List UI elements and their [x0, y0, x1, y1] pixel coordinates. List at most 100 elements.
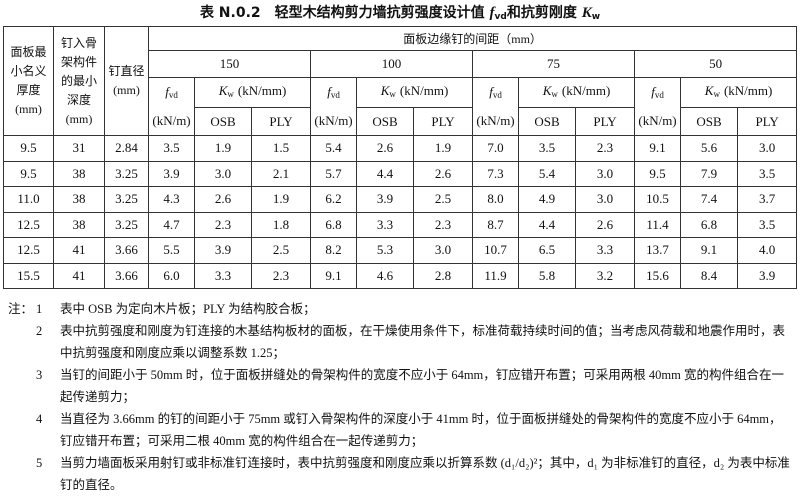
data-cell: 6.0: [148, 262, 195, 289]
note: 3 当钉的间距小于 50mm 时，位于面板拼缝处的骨架构件的宽度不应小于 64mm…: [8, 364, 794, 408]
data-cell: 6.8: [310, 211, 357, 238]
data-cell: 1.9: [194, 135, 252, 162]
data-cell: 5.6: [680, 135, 738, 162]
spacer: [8, 452, 36, 496]
data-cell: 9.5: [634, 160, 681, 187]
data-cell: 4.9: [518, 186, 576, 213]
header-cell: OSB: [356, 107, 414, 136]
data-cell: 5.4: [518, 160, 576, 187]
data-cell: 3.5: [518, 135, 576, 162]
note-number: 3: [36, 368, 43, 382]
symbol: K: [704, 83, 714, 98]
data-cell: 4.4: [518, 211, 576, 238]
data-cell: 2.6: [356, 135, 414, 162]
header-cell: fvd (kN/m): [310, 77, 357, 136]
data-cell: 3.9: [194, 237, 252, 264]
data-cell: 3.25: [104, 160, 149, 187]
data-cell: 11.0: [3, 186, 54, 213]
data-row: 15.5 41 3.66 6.0 3.3 2.3 9.1 4.6 2.8 11.9 5.8 3.2 15…: [3, 262, 798, 289]
data-cell: 4.6: [356, 262, 414, 289]
data-cell: 2.6: [575, 211, 635, 238]
data-cell: 3.2: [575, 262, 635, 289]
data-cell: 38: [53, 186, 105, 213]
data-cell: 6.8: [680, 211, 738, 238]
symbol: K: [542, 83, 552, 98]
header-row: fvd (kN/m) Kw (kN/mm) fvd (kN/m) Kw (kN/mm) fvd(…: [4, 77, 798, 136]
symbol: f: [489, 84, 493, 99]
data-cell: 8.7: [472, 211, 519, 238]
data-cell: 3.25: [104, 211, 149, 238]
subscript: vd: [330, 90, 340, 100]
symbol-label: Kw: [218, 83, 234, 99]
symbol-label: fvd: [473, 84, 518, 103]
title-prefix: 表 N.0.2: [199, 5, 261, 21]
header-text: 钉直径(mm): [108, 64, 145, 97]
symbol: K: [218, 83, 228, 98]
spacing-header: 50: [633, 50, 798, 78]
header-text: 钉入骨架构件的最小深度(mm): [60, 35, 97, 126]
data-cell: 5.4: [310, 135, 357, 162]
data-cell: 41: [53, 262, 105, 289]
unit: (kN/mm): [399, 83, 449, 98]
data-cell: 1.8: [251, 211, 311, 238]
symbol-label: Kw: [542, 83, 558, 99]
data-cell: 2.1: [251, 160, 311, 187]
data-cell: 3.5: [736, 211, 798, 238]
header-cell: 面板边缘钉的间距（mm）: [147, 26, 798, 51]
data-cell: 12.5: [3, 237, 54, 264]
symbol: f: [489, 5, 495, 21]
data-cell: 9.1: [310, 262, 357, 289]
header-cell: Kw (kN/mm): [518, 77, 635, 108]
header-row: 面板最小名义厚度(mm) 钉入骨架构件的最小深度(mm) 钉直径(mm) 面板边缘钉的…: [3, 26, 798, 136]
header-cell: 面板最小名义厚度(mm): [3, 26, 54, 136]
data-cell: 7.9: [680, 160, 738, 187]
data-cell: 31: [53, 135, 105, 162]
symbol: f: [651, 84, 655, 99]
header-cell: OSB: [680, 107, 738, 136]
header-cell: OSB: [194, 107, 252, 136]
spacing-header: 75: [472, 50, 635, 78]
header-cell: PLY: [251, 107, 311, 136]
subscript: w: [389, 89, 396, 99]
title-text: 轻型木结构剪力墙抗剪强度设计值: [274, 5, 490, 21]
symbol: K: [380, 83, 390, 98]
subscript: w: [227, 89, 234, 99]
data-cell: 5.3: [356, 237, 414, 264]
data-cell: 3.3: [575, 237, 635, 264]
data-cell: 2.3: [194, 211, 252, 238]
data-cell: 3.0: [575, 160, 635, 187]
note-number: 4: [36, 412, 43, 426]
data-cell: 2.6: [413, 160, 473, 187]
symbol-label: fvd: [635, 84, 680, 103]
data-cell: 5.7: [310, 160, 357, 187]
note-text: 表中抗剪强度和刚度为钉连接的木基结构板材的面板，在干燥使用条件下，标准荷载持续时…: [60, 324, 786, 360]
data-cell: 7.4: [680, 186, 738, 213]
data-cell: 3.9: [148, 160, 195, 187]
data-cell: 9.5: [3, 160, 54, 187]
header-cell: PLY: [736, 107, 798, 136]
symbol: f: [327, 84, 331, 99]
data-cell: 3.0: [413, 237, 473, 264]
note: 4 当直径为 3.66mm 的钉的间距小于 75mm 或钉入骨架构件的深度小于 4…: [8, 408, 794, 452]
header-cell: Kw (kN/mm): [194, 77, 311, 108]
data-cell: 3.7: [736, 186, 798, 213]
unit: (kN/mm): [723, 83, 773, 98]
data-cell: 8.0: [472, 186, 519, 213]
header-cell: PLY: [413, 107, 473, 136]
subscript: w: [591, 12, 601, 22]
data-row: 12.5 41 3.66 5.5 3.9 2.5 8.2 5.3 3.0 10.7 6.5 3.3 13…: [3, 237, 798, 264]
symbol-label: Kw: [704, 83, 720, 99]
data-cell: 6.2: [310, 186, 357, 213]
data-cell: 4.0: [736, 237, 798, 264]
header-cell: Kw (kN/mm): [356, 77, 473, 108]
table-title: 表 N.0.2 轻型木结构剪力墙抗剪强度设计值 fvd和抗剪刚度 Kw: [0, 2, 800, 22]
spacing-header: 100: [310, 50, 473, 78]
note-label: 注：: [8, 302, 34, 316]
note-number: 2: [36, 324, 43, 338]
unit: (kN/m): [638, 113, 677, 128]
data-row: 12.5 38 3.25 4.7 2.3 1.8 6.8 3.3 2.3 8.7 4.4 2.6 11.…: [3, 211, 798, 238]
data-cell: 8.4: [680, 262, 738, 289]
data-cell: 10.5: [634, 186, 681, 213]
data-cell: 1.9: [413, 135, 473, 162]
